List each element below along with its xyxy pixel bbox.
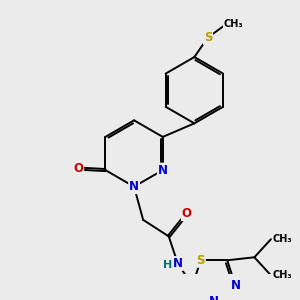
Text: H: H (163, 260, 172, 270)
Text: O: O (73, 162, 83, 175)
Text: CH₃: CH₃ (272, 270, 292, 280)
Text: S: S (204, 31, 212, 44)
Text: CH₃: CH₃ (272, 234, 292, 244)
Text: S: S (196, 254, 205, 267)
Text: N: N (209, 295, 219, 300)
Text: O: O (182, 207, 192, 220)
Text: N: N (173, 257, 183, 270)
Text: N: N (230, 279, 241, 292)
Text: N: N (129, 180, 139, 193)
Text: N: N (158, 164, 168, 177)
Text: CH₃: CH₃ (224, 19, 243, 29)
